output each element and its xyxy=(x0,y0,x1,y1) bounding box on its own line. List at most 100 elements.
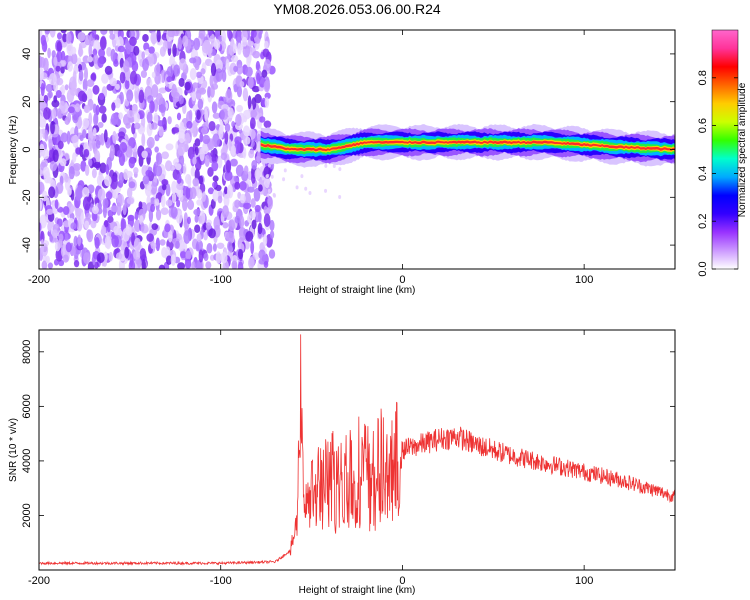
noise-speckle xyxy=(203,252,209,262)
noise-speckle xyxy=(39,109,43,121)
noise-speckle xyxy=(184,81,191,91)
noise-speckle xyxy=(94,236,100,249)
noise-speckle xyxy=(258,184,263,192)
noise-speckle xyxy=(267,163,271,168)
noise-speckle xyxy=(129,36,137,47)
noise-speckle xyxy=(111,102,116,111)
noise-speckle xyxy=(142,175,150,185)
x-tick-label: -200 xyxy=(28,274,50,286)
noise-speckle xyxy=(182,163,187,175)
noise-speckle xyxy=(176,199,181,208)
noise-speckle xyxy=(176,173,182,185)
noise-speckle xyxy=(117,45,125,53)
noise-speckle xyxy=(242,87,249,102)
noise-speckle xyxy=(209,33,215,44)
noise-speckle xyxy=(83,148,90,158)
noise-speckle xyxy=(84,164,90,177)
noise-speckle xyxy=(134,122,141,130)
noise-speckle xyxy=(75,188,82,201)
noise-speckle xyxy=(60,132,69,143)
noise-speckle xyxy=(227,184,234,199)
noise-speckle xyxy=(269,230,275,239)
noise-speckle xyxy=(56,77,64,86)
noise-speckle xyxy=(104,235,112,248)
noise-speckle xyxy=(80,160,87,172)
noise-speckle xyxy=(72,110,79,124)
noise-speckle xyxy=(324,163,328,168)
noise-speckle xyxy=(60,50,66,61)
noise-speckle xyxy=(39,181,45,195)
noise-speckle xyxy=(51,50,56,59)
noise-speckle xyxy=(247,76,254,89)
noise-speckle xyxy=(165,183,171,197)
noise-speckle xyxy=(83,252,91,265)
noise-speckle xyxy=(158,125,164,137)
noise-speckle xyxy=(196,188,203,200)
snr-plot-area xyxy=(39,330,675,570)
noise-speckle xyxy=(146,184,152,192)
noise-speckle xyxy=(97,121,104,128)
noise-speckle xyxy=(167,30,176,38)
noise-speckle xyxy=(51,108,57,120)
noise-speckle xyxy=(241,36,248,47)
noise-speckle xyxy=(97,188,106,201)
noise-speckle xyxy=(75,147,83,155)
noise-speckle xyxy=(92,48,98,57)
noise-speckle xyxy=(257,222,263,235)
noise-speckle xyxy=(63,233,69,241)
noise-speckle xyxy=(204,154,210,167)
noise-speckle xyxy=(110,205,119,213)
noise-speckle xyxy=(225,58,230,70)
noise-speckle xyxy=(119,57,125,69)
noise-speckle xyxy=(273,193,277,198)
noise-region xyxy=(39,30,342,269)
noise-speckle xyxy=(208,120,216,132)
noise-speckle xyxy=(204,108,209,122)
noise-speckle xyxy=(115,252,123,260)
noise-speckle xyxy=(41,260,48,269)
colorbar-gradient xyxy=(711,29,739,270)
spectrogram-y-label: Frequency (Hz) xyxy=(8,116,19,185)
noise-speckle xyxy=(156,30,161,43)
y-tick-label: 0 xyxy=(21,146,33,152)
noise-speckle xyxy=(175,30,180,35)
noise-speckle xyxy=(97,56,104,68)
noise-speckle xyxy=(187,174,192,189)
noise-speckle xyxy=(87,56,94,63)
noise-speckle xyxy=(258,258,266,265)
noise-speckle xyxy=(138,201,143,210)
noise-speckle xyxy=(185,186,191,200)
noise-speckle xyxy=(237,248,244,260)
noise-speckle xyxy=(104,220,109,228)
noise-speckle xyxy=(39,214,47,229)
noise-speckle xyxy=(57,140,64,150)
noise-speckle xyxy=(162,40,168,52)
noise-speckle xyxy=(116,202,122,216)
noise-speckle xyxy=(82,129,87,139)
noise-speckle xyxy=(141,259,146,269)
noise-speckle xyxy=(101,73,109,84)
noise-speckle xyxy=(110,48,116,62)
noise-speckle xyxy=(133,45,140,56)
noise-speckle xyxy=(142,58,150,72)
noise-speckle xyxy=(146,233,154,242)
y-tick-label: -40 xyxy=(21,237,33,253)
snr-frame xyxy=(38,329,676,571)
noise-speckle xyxy=(248,257,255,269)
noise-speckle xyxy=(207,187,215,195)
noise-speckle xyxy=(247,186,255,193)
noise-speckle xyxy=(189,67,197,81)
noise-speckle xyxy=(41,39,48,53)
noise-speckle xyxy=(224,170,233,181)
noise-speckle xyxy=(146,136,155,149)
noise-speckle xyxy=(250,109,258,118)
noise-speckle xyxy=(42,166,50,179)
noise-speckle xyxy=(85,212,91,220)
noise-speckle xyxy=(187,199,195,211)
noise-speckle xyxy=(86,88,93,103)
noise-speckle xyxy=(236,104,244,113)
noise-speckle xyxy=(128,181,136,189)
noise-speckle xyxy=(263,166,272,179)
noise-speckle xyxy=(39,222,42,232)
